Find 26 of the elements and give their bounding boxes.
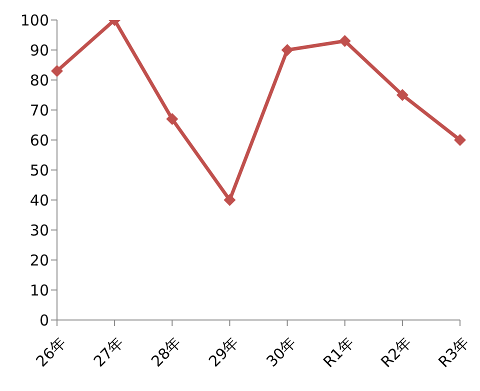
point: [281, 44, 294, 56]
x-tick-label: 30年: [262, 334, 300, 370]
y-tick-label: 90: [30, 41, 49, 60]
y-tick-label: 10: [30, 281, 49, 300]
y-tick-label: 30: [30, 221, 49, 240]
point: [166, 113, 178, 125]
x-tick-label: 26年: [32, 334, 70, 370]
y-tick-label: 70: [30, 101, 49, 120]
x-tick-label: 29年: [205, 334, 242, 370]
y-tick-label: 80: [30, 71, 49, 90]
y-tick-label: 20: [30, 251, 49, 270]
x-tick-label: R3年: [434, 334, 472, 372]
point: [396, 89, 408, 101]
point: [338, 35, 351, 47]
point: [454, 134, 466, 146]
y-tick-label: 50: [30, 161, 49, 180]
y-tick-label: 40: [30, 191, 49, 210]
x-tick-label: R2年: [377, 334, 415, 372]
y-tick-label: 60: [30, 131, 49, 150]
y-tick-label: 0: [39, 311, 49, 330]
x-tick-label: 28年: [148, 334, 185, 370]
x-tick-label: R1年: [320, 334, 358, 372]
y-tick-label: 100: [20, 11, 49, 30]
point: [51, 65, 63, 77]
x-tick-label: 27年: [90, 334, 127, 370]
point: [224, 194, 236, 206]
